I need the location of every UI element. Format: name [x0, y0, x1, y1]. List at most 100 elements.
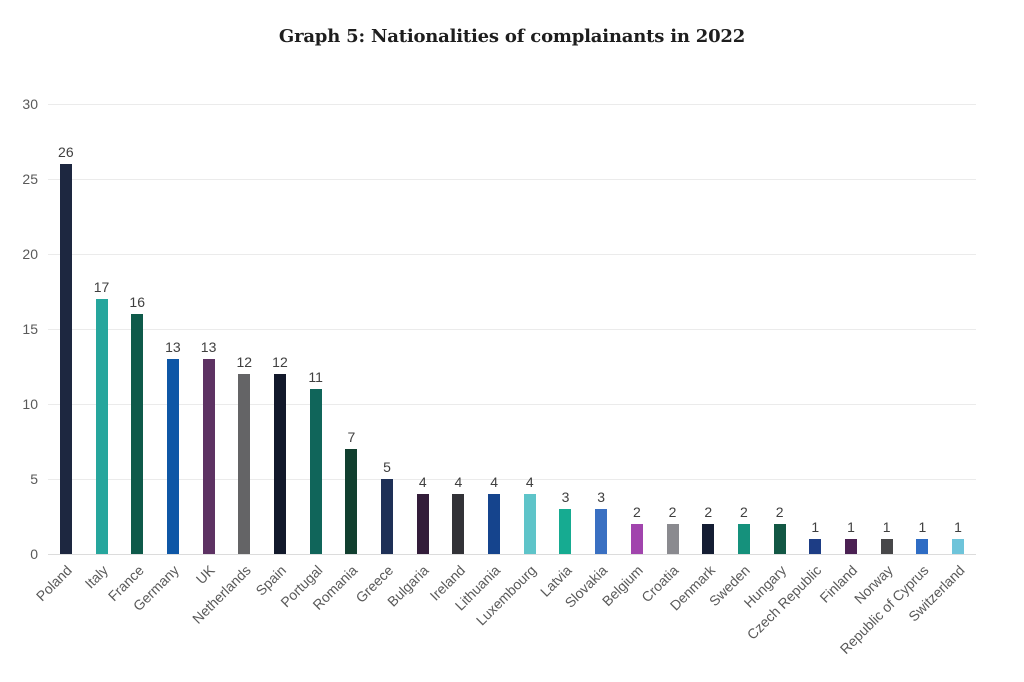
- bar-value-label: 16: [129, 294, 145, 310]
- bar-value-label: 1: [918, 519, 927, 535]
- x-axis-label-poland: Poland: [33, 562, 76, 605]
- bar-column: 1: [905, 520, 941, 554]
- bar-belgium: [630, 524, 643, 554]
- bar-column: 2: [619, 505, 655, 554]
- y-tick-label-30: 30: [22, 96, 38, 112]
- bar-portugal: [309, 389, 322, 554]
- bar-column: 2: [762, 505, 798, 554]
- bar-value-label: 13: [165, 339, 181, 355]
- bar-value-label: 3: [597, 489, 606, 505]
- bar-value-label: 7: [347, 429, 356, 445]
- y-axis: 0 5 10 15 20 25 30: [0, 96, 38, 562]
- y-tick-label-0: 0: [30, 546, 38, 562]
- bar-column: 26: [48, 145, 84, 554]
- bar-france: [131, 314, 144, 554]
- bar-denmark: [702, 524, 715, 554]
- bar-slovakia: [595, 509, 608, 554]
- bar-value-label: 1: [847, 519, 855, 535]
- bar-column: 3: [548, 490, 584, 554]
- gridline-5: [48, 479, 976, 480]
- bar-value-label: 3: [561, 489, 570, 505]
- y-tick-label-15: 15: [22, 321, 38, 337]
- bar-column: 1: [833, 520, 869, 554]
- bar-value-label: 4: [490, 474, 498, 490]
- bar-column: 11: [298, 370, 334, 554]
- bar-column: 3: [583, 490, 619, 554]
- plot-area: 26 17 16 13 13 12 12 11 7 5 4 4 4 4 3 3 2 2 2 2 2 1 1 1 1 1: [48, 104, 976, 555]
- x-axis: Poland Italy France Germany UK Netherlands Spa…: [33, 562, 976, 682]
- bar-column: 5: [369, 460, 405, 554]
- bar-ireland: [452, 494, 465, 554]
- bar-column: 4: [405, 475, 441, 554]
- bar-value-label: 26: [58, 144, 74, 160]
- bar-value-label: 4: [454, 474, 463, 490]
- bar-switzerland: [952, 539, 965, 554]
- bar-column: 1: [797, 520, 833, 554]
- bar-netherlands: [238, 374, 251, 554]
- bar-luxembourg: [523, 494, 536, 554]
- bar-value-label: 2: [632, 504, 641, 520]
- bar-italy: [95, 299, 108, 554]
- bar-finland: [844, 539, 857, 554]
- bar-column: 12: [226, 355, 262, 554]
- bar-value-label: 13: [200, 339, 217, 355]
- gridline-0: [48, 554, 976, 555]
- bar-value-label: 5: [383, 459, 391, 475]
- x-axis-label-italy: Italy: [81, 562, 111, 592]
- gridline-20: [48, 254, 976, 255]
- bar-value-label: 4: [418, 474, 427, 490]
- gridline-25: [48, 179, 976, 180]
- bar-hungary: [773, 524, 786, 554]
- bar-column: 4: [441, 475, 477, 554]
- gridline-15: [48, 329, 976, 330]
- x-axis-label-uk: UK: [192, 562, 218, 588]
- bar-column: 2: [655, 505, 691, 554]
- bar-value-label: 1: [954, 519, 962, 535]
- bar-uk: [202, 359, 215, 554]
- bar-column: 2: [726, 505, 762, 554]
- gridline-10: [48, 404, 976, 405]
- y-tick-label-5: 5: [30, 471, 38, 487]
- bar-column: 12: [262, 355, 298, 554]
- bar-column: 7: [334, 430, 370, 554]
- bar-column: 13: [191, 340, 227, 554]
- bars-row: 26 17 16 13 13 12 12 11 7 5 4 4 4 4 3 3 2 2 2 2 2 1 1 1 1 1: [48, 104, 976, 554]
- y-tick-label-20: 20: [22, 246, 38, 262]
- bar-czech-republic: [809, 539, 822, 554]
- bar-value-label: 2: [668, 504, 677, 520]
- bar-value-label: 12: [272, 354, 288, 370]
- bar-value-label: 11: [308, 369, 323, 385]
- bar-column: 2: [690, 505, 726, 554]
- bar-poland: [59, 164, 72, 554]
- bar-value-label: 2: [775, 504, 784, 520]
- y-tick-label-25: 25: [22, 171, 38, 187]
- bar-spain: [273, 374, 286, 554]
- chart-title: Graph 5: Nationalities of complainants i…: [278, 26, 746, 47]
- bar-sweden: [737, 524, 750, 554]
- bar-norway: [880, 539, 893, 554]
- bar-column: 13: [155, 340, 191, 554]
- bar-value-label: 1: [811, 519, 820, 535]
- bar-column: 16: [119, 295, 155, 554]
- bar-lithuania: [488, 494, 501, 554]
- bar-value-label: 1: [882, 519, 891, 535]
- bar-value-label: 17: [93, 279, 110, 295]
- bar-column: 4: [512, 475, 548, 554]
- bar-germany: [166, 359, 179, 554]
- bar-bulgaria: [416, 494, 429, 554]
- gridline-30: [48, 104, 976, 105]
- bar-column: 1: [869, 520, 905, 554]
- bar-value-label: 4: [525, 474, 534, 490]
- bar-value-label: 2: [740, 504, 748, 520]
- bar-croatia: [666, 524, 679, 554]
- bar-value-label: 2: [704, 504, 713, 520]
- bar-republic-of-cyprus: [916, 539, 929, 554]
- bar-romania: [345, 449, 358, 554]
- bar-greece: [381, 479, 394, 554]
- bar-value-label: 12: [236, 354, 253, 370]
- bar-column: 17: [84, 280, 120, 554]
- y-tick-label-10: 10: [22, 396, 38, 412]
- bar-column: 1: [940, 520, 976, 554]
- bar-latvia: [559, 509, 572, 554]
